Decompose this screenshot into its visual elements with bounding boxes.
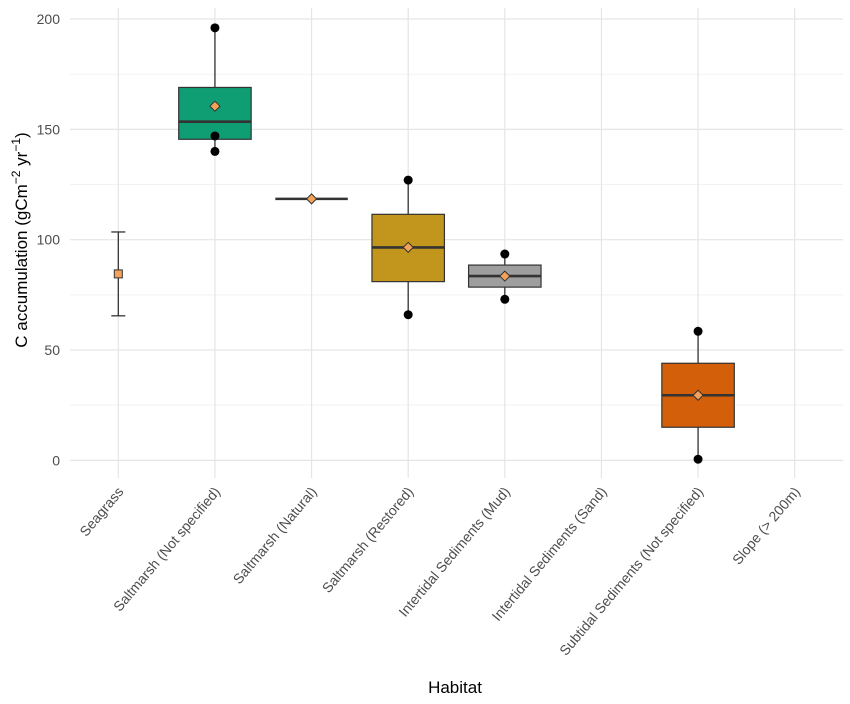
y-axis-title-sup1: −2 <box>9 170 23 184</box>
data-point <box>210 131 220 141</box>
x-tick-label: Saltmarsh (Not specified) <box>110 484 223 615</box>
y-tick-label: 200 <box>37 11 61 27</box>
y-axis-title-main: C accumulation (gCm <box>12 184 31 347</box>
data-point <box>693 454 703 464</box>
y-tick-label: 150 <box>37 121 61 137</box>
x-tick-label: Saltmarsh (Restored) <box>319 484 417 596</box>
mean-diamond-marker <box>209 100 221 112</box>
x-tick-label: Intertidal Sediments (Mud) <box>395 484 513 620</box>
data-point <box>210 146 220 156</box>
y-axis-title-close: ) <box>12 132 31 138</box>
x-tick-label: Seagrass <box>76 484 126 540</box>
y-tick-label: 100 <box>37 232 61 248</box>
y-axis-title: C accumulation (gCm−2 yr−1) <box>9 132 31 347</box>
x-tick-label: Saltmarsh (Natural) <box>230 484 320 587</box>
data-point <box>693 326 703 336</box>
mean-diamond-marker <box>499 270 511 282</box>
data-point <box>403 175 413 185</box>
data-point <box>210 23 220 33</box>
mean-diamond-marker <box>402 241 414 254</box>
box <box>178 86 252 140</box>
box-marks <box>111 23 735 464</box>
y-axis-title-sup2: −1 <box>9 138 23 152</box>
x-tick-label: Slope (> 200m) <box>729 484 803 568</box>
mean-diamond-marker <box>692 389 704 401</box>
x-axis-title: Habitat <box>428 678 482 697</box>
y-tick-labels: 0 50 100 150 200 <box>37 11 61 468</box>
x-tick-label: Intertidal Sediments (Sand) <box>488 484 609 624</box>
data-point <box>500 249 510 259</box>
mean-square-marker <box>113 269 123 279</box>
y-axis-title-mid: yr <box>12 151 31 170</box>
y-tick-label: 0 <box>52 452 60 468</box>
data-point <box>403 310 413 320</box>
mean-diamond-marker <box>305 193 318 205</box>
data-point <box>500 294 510 304</box>
y-tick-label: 50 <box>44 342 60 358</box>
